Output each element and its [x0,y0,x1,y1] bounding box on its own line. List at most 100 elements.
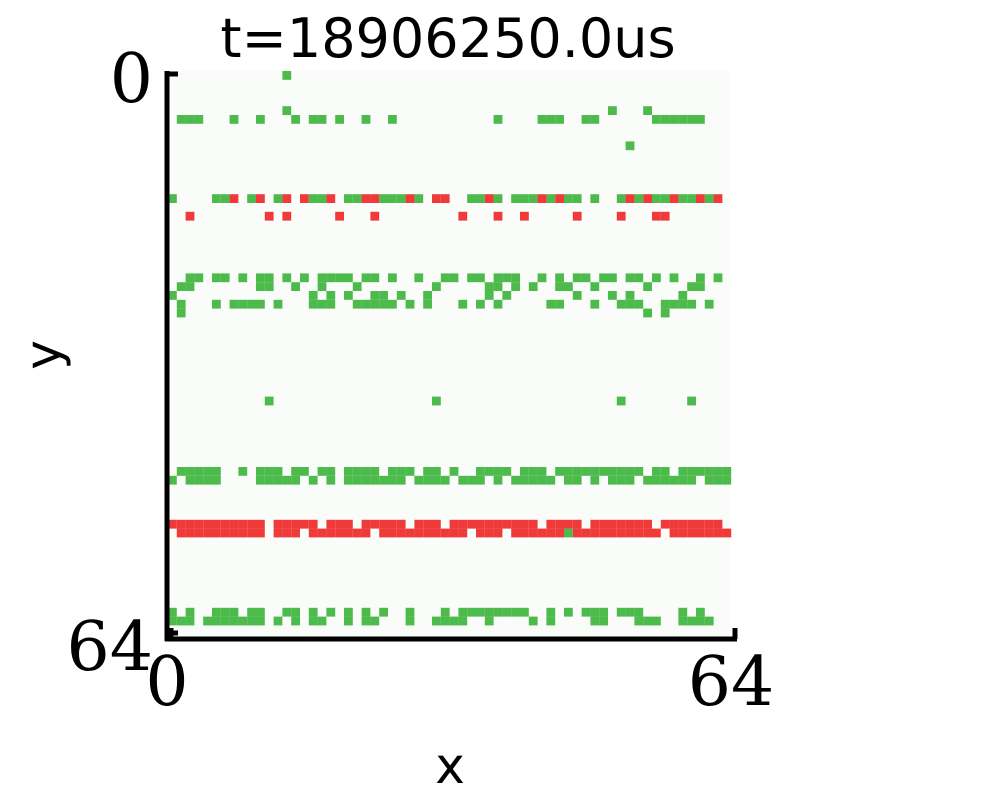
event-pixel-on [247,299,256,309]
event-pixel-off [599,519,608,529]
event-pixel-on [476,194,485,203]
event-pixel-on [185,282,195,291]
event-pixel-on [344,475,353,485]
event-pixel-off [396,528,406,538]
event-pixel-on [396,194,406,203]
event-pixel-on [520,607,529,617]
event-pixel-on [423,475,432,485]
event-pixel-on [643,308,652,318]
event-pixel-on [678,607,688,617]
event-pixel-on [264,273,274,283]
event-pixel-on [176,282,186,291]
event-pixel-on [212,467,221,476]
event-pixel-on [238,299,248,309]
event-pixel-off [203,519,212,529]
event-pixel-on [476,299,485,309]
event-pixel-on [678,291,688,300]
event-pixel-off [370,194,380,203]
event-pixel-off [528,528,538,538]
event-pixel-on [634,467,644,476]
event-pixel-on [273,616,283,626]
event-pixel-on [291,475,300,485]
event-pixel-on [634,607,644,617]
event-pixel-on [308,299,318,309]
event-pixel-off [502,519,512,529]
event-pixel-on [572,273,582,283]
event-pixel-on [572,194,582,203]
event-pixel-on [432,616,441,626]
event-pixel-on [317,273,327,283]
event-pixel-on [669,475,679,485]
event-pixel-off [458,211,468,221]
event-pixel-off [608,519,617,529]
event-pixel-on [599,467,608,476]
event-pixel-on [317,282,327,291]
event-pixel-on [599,607,608,617]
event-pixel-on [616,299,626,309]
event-pixel-off [291,519,300,529]
event-pixel-off [484,194,494,203]
event-pixel-off [564,519,573,529]
event-pixel-on [493,194,503,203]
event-pixel-on [176,467,186,476]
event-pixel-off [308,528,318,538]
event-pixel-on [511,475,520,485]
event-pixel-on [696,616,705,626]
event-pixel-on [634,194,644,203]
event-pixel-off [194,528,204,538]
event-pixel-off [379,519,388,529]
event-pixel-on [511,282,520,291]
event-pixel-off [229,528,239,538]
event-pixel-on [379,291,388,300]
event-pixel-on [229,299,239,309]
event-pixel-on [652,194,661,203]
event-pixel-on [660,299,670,309]
event-pixel-on [660,467,670,476]
event-pixel-on [590,616,600,626]
event-pixel-on [634,299,644,309]
event-pixel-on [308,115,318,124]
event-pixel-on [572,291,582,300]
x-tick-label-0: 0 [145,643,188,722]
event-pixel-on [256,299,265,309]
event-pixel-on [370,616,380,626]
event-pixel-off [713,194,723,203]
event-pixel-off [361,519,371,529]
event-pixel-off [423,528,432,538]
event-pixel-on [634,616,644,626]
event-pixel-off [220,519,230,529]
event-pixel-on [484,607,494,617]
event-pixel-off [185,519,195,529]
event-pixel-on [361,467,371,476]
event-pixel-off [458,528,468,538]
event-pixel-off [634,528,644,538]
event-pixel-on [256,467,265,476]
event-pixel-on [493,467,503,476]
event-pixel-off [511,528,520,538]
event-pixel-on [669,299,679,309]
event-pixel-on [432,467,441,476]
event-pixel-on [212,194,221,203]
event-pixel-on [493,115,503,124]
event-pixel-off [616,211,626,221]
event-pixel-on [528,282,538,291]
event-pixel-on [440,616,450,626]
event-pixel-off [238,528,248,538]
event-pixel-off [449,519,459,529]
event-pixel-off [229,519,239,529]
event-pixel-off [335,211,344,221]
event-pixel-off [440,528,450,538]
event-pixel-off [643,528,652,538]
event-pixel-on [484,467,494,476]
event-pixel-on [590,194,600,203]
event-pixel-on [256,273,265,283]
event-pixel-on [634,273,644,283]
event-pixel-on [467,194,476,203]
event-pixel-on [317,467,327,476]
event-pixel-on [370,299,380,309]
event-pixel-on [599,273,608,283]
event-pixel-off [282,519,292,529]
event-pixel-off [652,211,661,221]
event-pixel-on [581,467,591,476]
